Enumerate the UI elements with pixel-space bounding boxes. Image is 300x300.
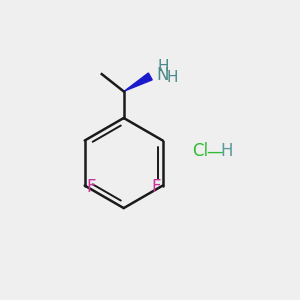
Text: Cl: Cl xyxy=(192,142,208,160)
Text: H: H xyxy=(157,59,169,74)
Polygon shape xyxy=(125,73,152,91)
Text: H: H xyxy=(167,70,178,85)
Text: N: N xyxy=(157,66,169,84)
Text: F: F xyxy=(152,178,161,196)
Text: F: F xyxy=(86,178,96,196)
Text: —: — xyxy=(207,142,223,160)
Text: H: H xyxy=(220,142,233,160)
